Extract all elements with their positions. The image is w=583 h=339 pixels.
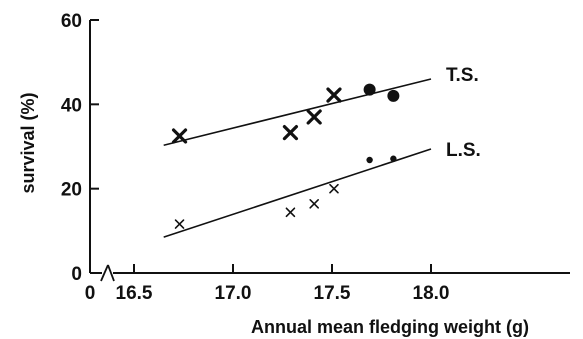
data-point-cross: [329, 183, 339, 194]
x-tick-label: 17.0: [215, 283, 252, 304]
data-point-dot: [363, 83, 376, 96]
cross-stroke: [282, 124, 299, 141]
series-label: L.S.: [446, 140, 481, 161]
x-tick-label: 16.5: [116, 283, 153, 304]
x-axis-break-mark: [107, 264, 115, 282]
cross-stroke: [306, 109, 322, 125]
cross-stroke: [326, 87, 342, 103]
fit-line: [163, 148, 432, 238]
data-point-cross: [309, 199, 319, 209]
cross-stroke: [329, 183, 339, 194]
series-labels: T.S. L.S.: [446, 65, 481, 161]
data-point-dot: [366, 156, 373, 164]
x-axis-break-mark: [100, 264, 109, 282]
fit-lines: [163, 78, 432, 238]
axes: 0 20 40 60 0 16.5 17.0 17.5 18.0: [61, 11, 570, 304]
y-tick-label: 20: [61, 180, 82, 201]
y-tick-label: 0: [71, 264, 82, 285]
data-point-cross: [326, 87, 342, 103]
data-point-dot: [387, 89, 400, 102]
data-point-cross: [306, 109, 322, 125]
cross-stroke: [174, 219, 185, 229]
data-points: [171, 83, 400, 229]
x-tick-label: 17.5: [314, 283, 351, 304]
y-tick-label: 60: [61, 11, 82, 32]
data-point-cross: [285, 207, 296, 218]
y-tick-label: 40: [61, 95, 82, 116]
data-point-cross: [282, 124, 299, 141]
cross-stroke: [171, 128, 188, 144]
series-label: T.S.: [446, 65, 479, 86]
cross-stroke: [285, 207, 296, 218]
data-point-cross: [174, 219, 185, 229]
fit-line: [163, 78, 432, 147]
x-tick-label: 18.0: [413, 283, 450, 304]
data-point-cross: [171, 128, 188, 144]
cross-stroke: [309, 199, 319, 209]
x-axis-title: Annual mean fledging weight (g): [251, 317, 529, 337]
x-tick-label: 0: [85, 283, 96, 304]
y-axis-title: survival (%): [18, 92, 38, 193]
data-point-dot: [390, 155, 397, 162]
